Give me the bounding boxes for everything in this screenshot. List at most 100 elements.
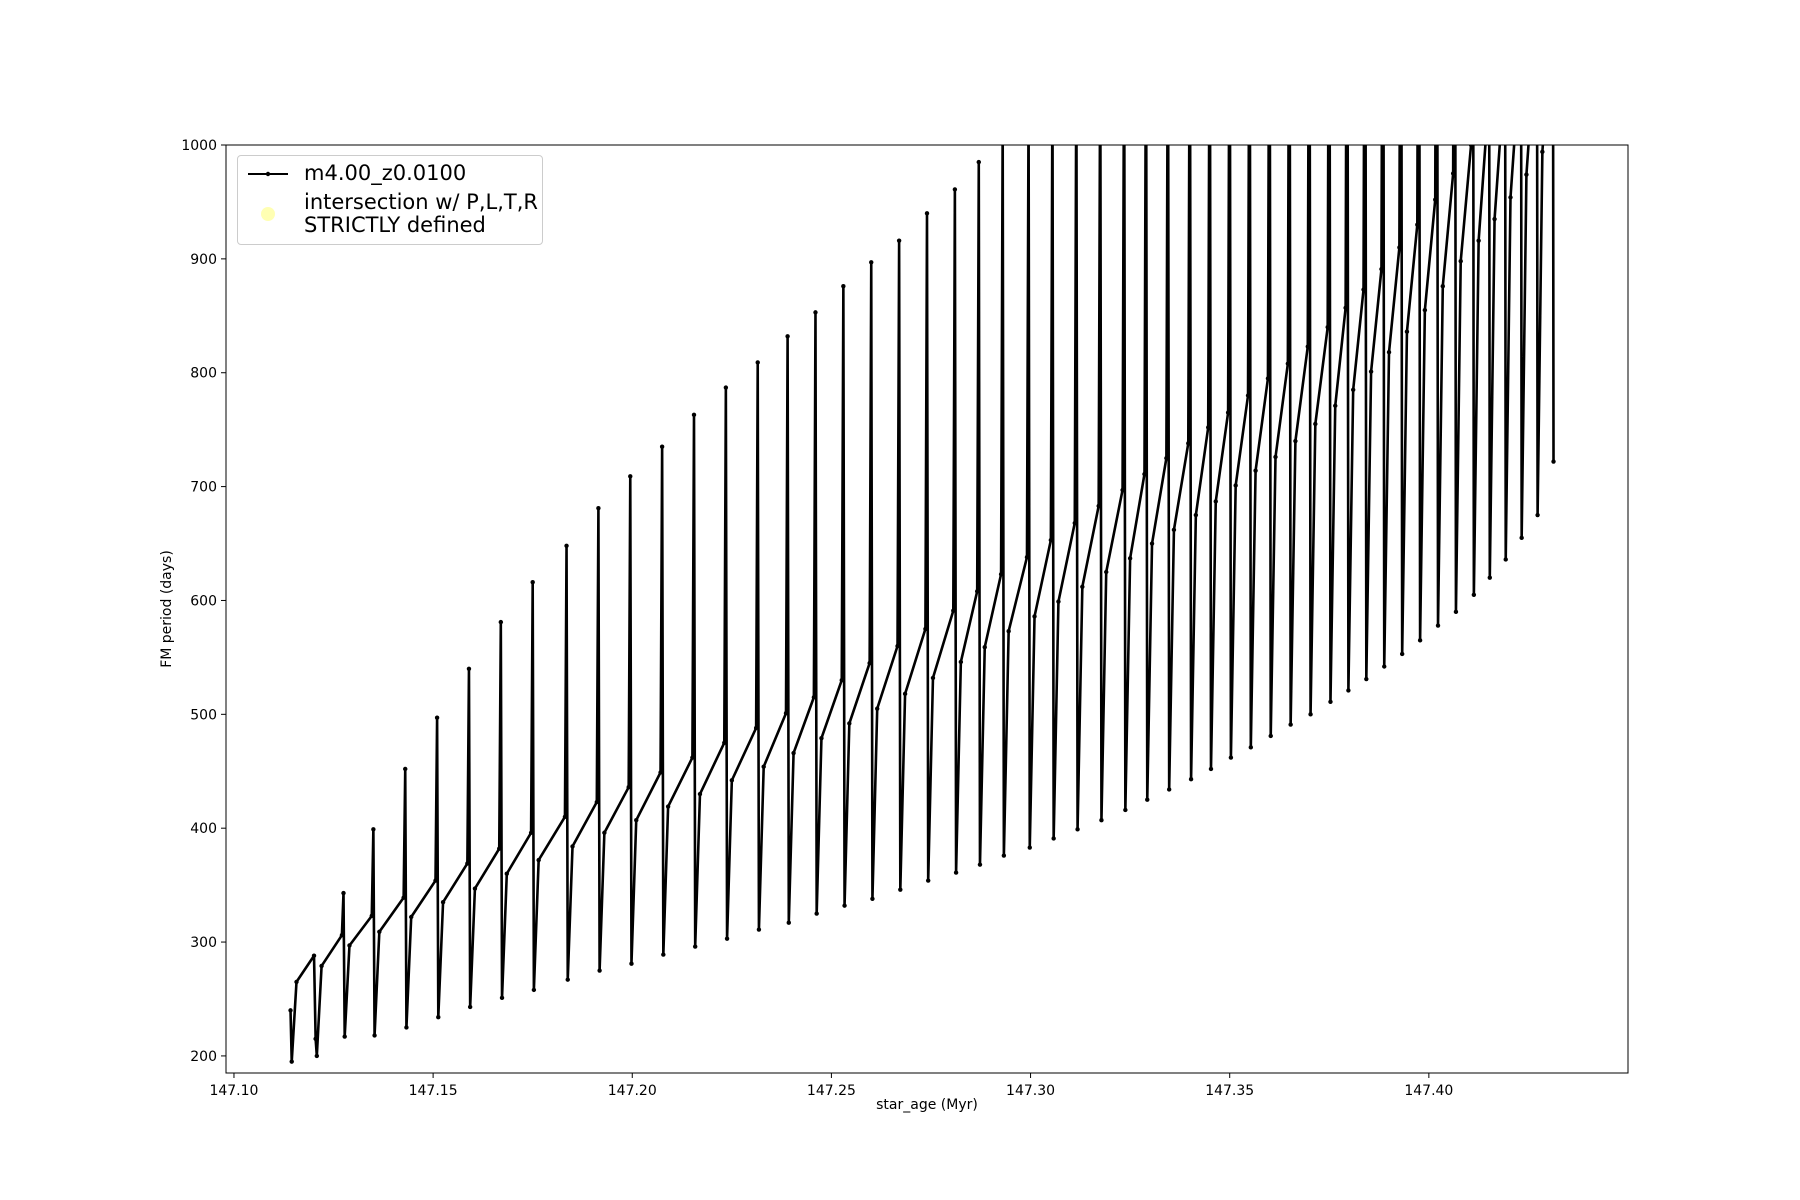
data-point — [1171, 527, 1177, 533]
data-point — [1072, 520, 1077, 526]
data-point — [1519, 535, 1524, 541]
legend-label: m4.00_z0.0100 — [304, 161, 467, 185]
data-point — [1166, 787, 1172, 792]
data-point — [342, 1034, 347, 1039]
data-point — [1503, 557, 1508, 562]
data-point — [1001, 853, 1007, 858]
data-point — [1000, 120, 1004, 124]
legend-marker — [265, 171, 271, 177]
data-point — [403, 766, 408, 772]
x-tick-label: 147.30 — [1006, 1083, 1055, 1099]
data-point — [1386, 350, 1392, 355]
data-point — [1080, 584, 1085, 589]
data-point — [1142, 471, 1147, 477]
data-point — [1228, 755, 1234, 760]
y-tick-label: 500 — [190, 707, 217, 723]
data-point — [339, 933, 345, 938]
data-point — [1006, 629, 1011, 634]
data-point — [1517, 74, 1521, 78]
data-point — [958, 659, 964, 665]
data-point — [467, 1004, 473, 1010]
data-point — [697, 791, 703, 797]
data-point — [499, 995, 505, 1001]
data-point — [528, 830, 534, 835]
x-tick-label: 147.25 — [807, 1083, 856, 1099]
y-tick-label: 200 — [190, 1049, 217, 1065]
data-point — [953, 870, 959, 875]
data-point — [1450, 171, 1456, 176]
data-point — [409, 914, 414, 920]
data-point — [1051, 836, 1056, 841]
data-point — [1253, 468, 1258, 473]
data-point — [1549, 29, 1553, 33]
data-point — [465, 861, 470, 866]
data-point — [1433, 197, 1438, 202]
data-point — [952, 187, 958, 192]
data-point — [867, 660, 872, 666]
data-point — [1099, 818, 1104, 823]
data-point — [597, 968, 602, 973]
data-point — [724, 936, 730, 941]
data-point — [690, 755, 695, 760]
data-point — [785, 334, 790, 339]
data-point — [1074, 52, 1078, 56]
data-point — [1032, 614, 1037, 619]
data-point — [1285, 361, 1291, 366]
data-point — [1122, 6, 1126, 10]
data-point — [440, 900, 446, 905]
data-point — [1382, 664, 1387, 669]
data-point — [1508, 195, 1513, 200]
data-point — [629, 961, 634, 966]
data-point — [1540, 149, 1545, 155]
data-point — [314, 1053, 320, 1059]
x-axis-label: star_age (Myr) — [876, 1097, 978, 1113]
data-point — [923, 626, 928, 632]
data-point — [1205, 425, 1211, 430]
data-point — [761, 764, 766, 769]
data-point — [659, 444, 665, 449]
data-point — [665, 804, 671, 809]
data-point — [1313, 421, 1318, 427]
data-point — [311, 953, 317, 958]
data-point — [896, 238, 902, 243]
data-point — [1305, 344, 1310, 349]
data-point — [1027, 845, 1032, 850]
data-point — [594, 799, 600, 805]
data-point — [1399, 651, 1405, 657]
data-point — [661, 952, 666, 957]
data-point — [1328, 699, 1333, 704]
data-point — [1193, 512, 1199, 518]
data-point — [530, 580, 535, 585]
data-point — [1458, 258, 1463, 264]
data-point — [925, 878, 931, 883]
data-point — [319, 963, 324, 969]
data-point — [930, 675, 936, 681]
data-point — [1524, 172, 1529, 177]
data-point — [1123, 807, 1128, 813]
data-point — [898, 887, 903, 892]
data-point — [691, 412, 697, 418]
data-point — [998, 572, 1004, 577]
data-point — [372, 1033, 377, 1038]
data-point — [1417, 638, 1423, 643]
data-point — [756, 927, 762, 932]
data-point — [1397, 245, 1402, 250]
x-tick-label: 147.10 — [209, 1083, 258, 1099]
data-point — [1440, 283, 1445, 289]
data-point — [839, 677, 844, 683]
data-point — [289, 1059, 294, 1064]
data-point — [433, 878, 438, 883]
data-point — [634, 818, 639, 823]
data-point — [1265, 376, 1271, 381]
data-point — [1364, 676, 1369, 682]
data-point — [602, 830, 607, 835]
data-point — [1213, 499, 1218, 504]
data-point — [1127, 556, 1133, 561]
data-point — [1288, 722, 1293, 727]
data-point — [498, 619, 504, 625]
data-point — [436, 1015, 441, 1020]
data-point — [1533, 52, 1537, 56]
data-point — [294, 979, 299, 985]
y-tick-label: 700 — [190, 480, 217, 496]
